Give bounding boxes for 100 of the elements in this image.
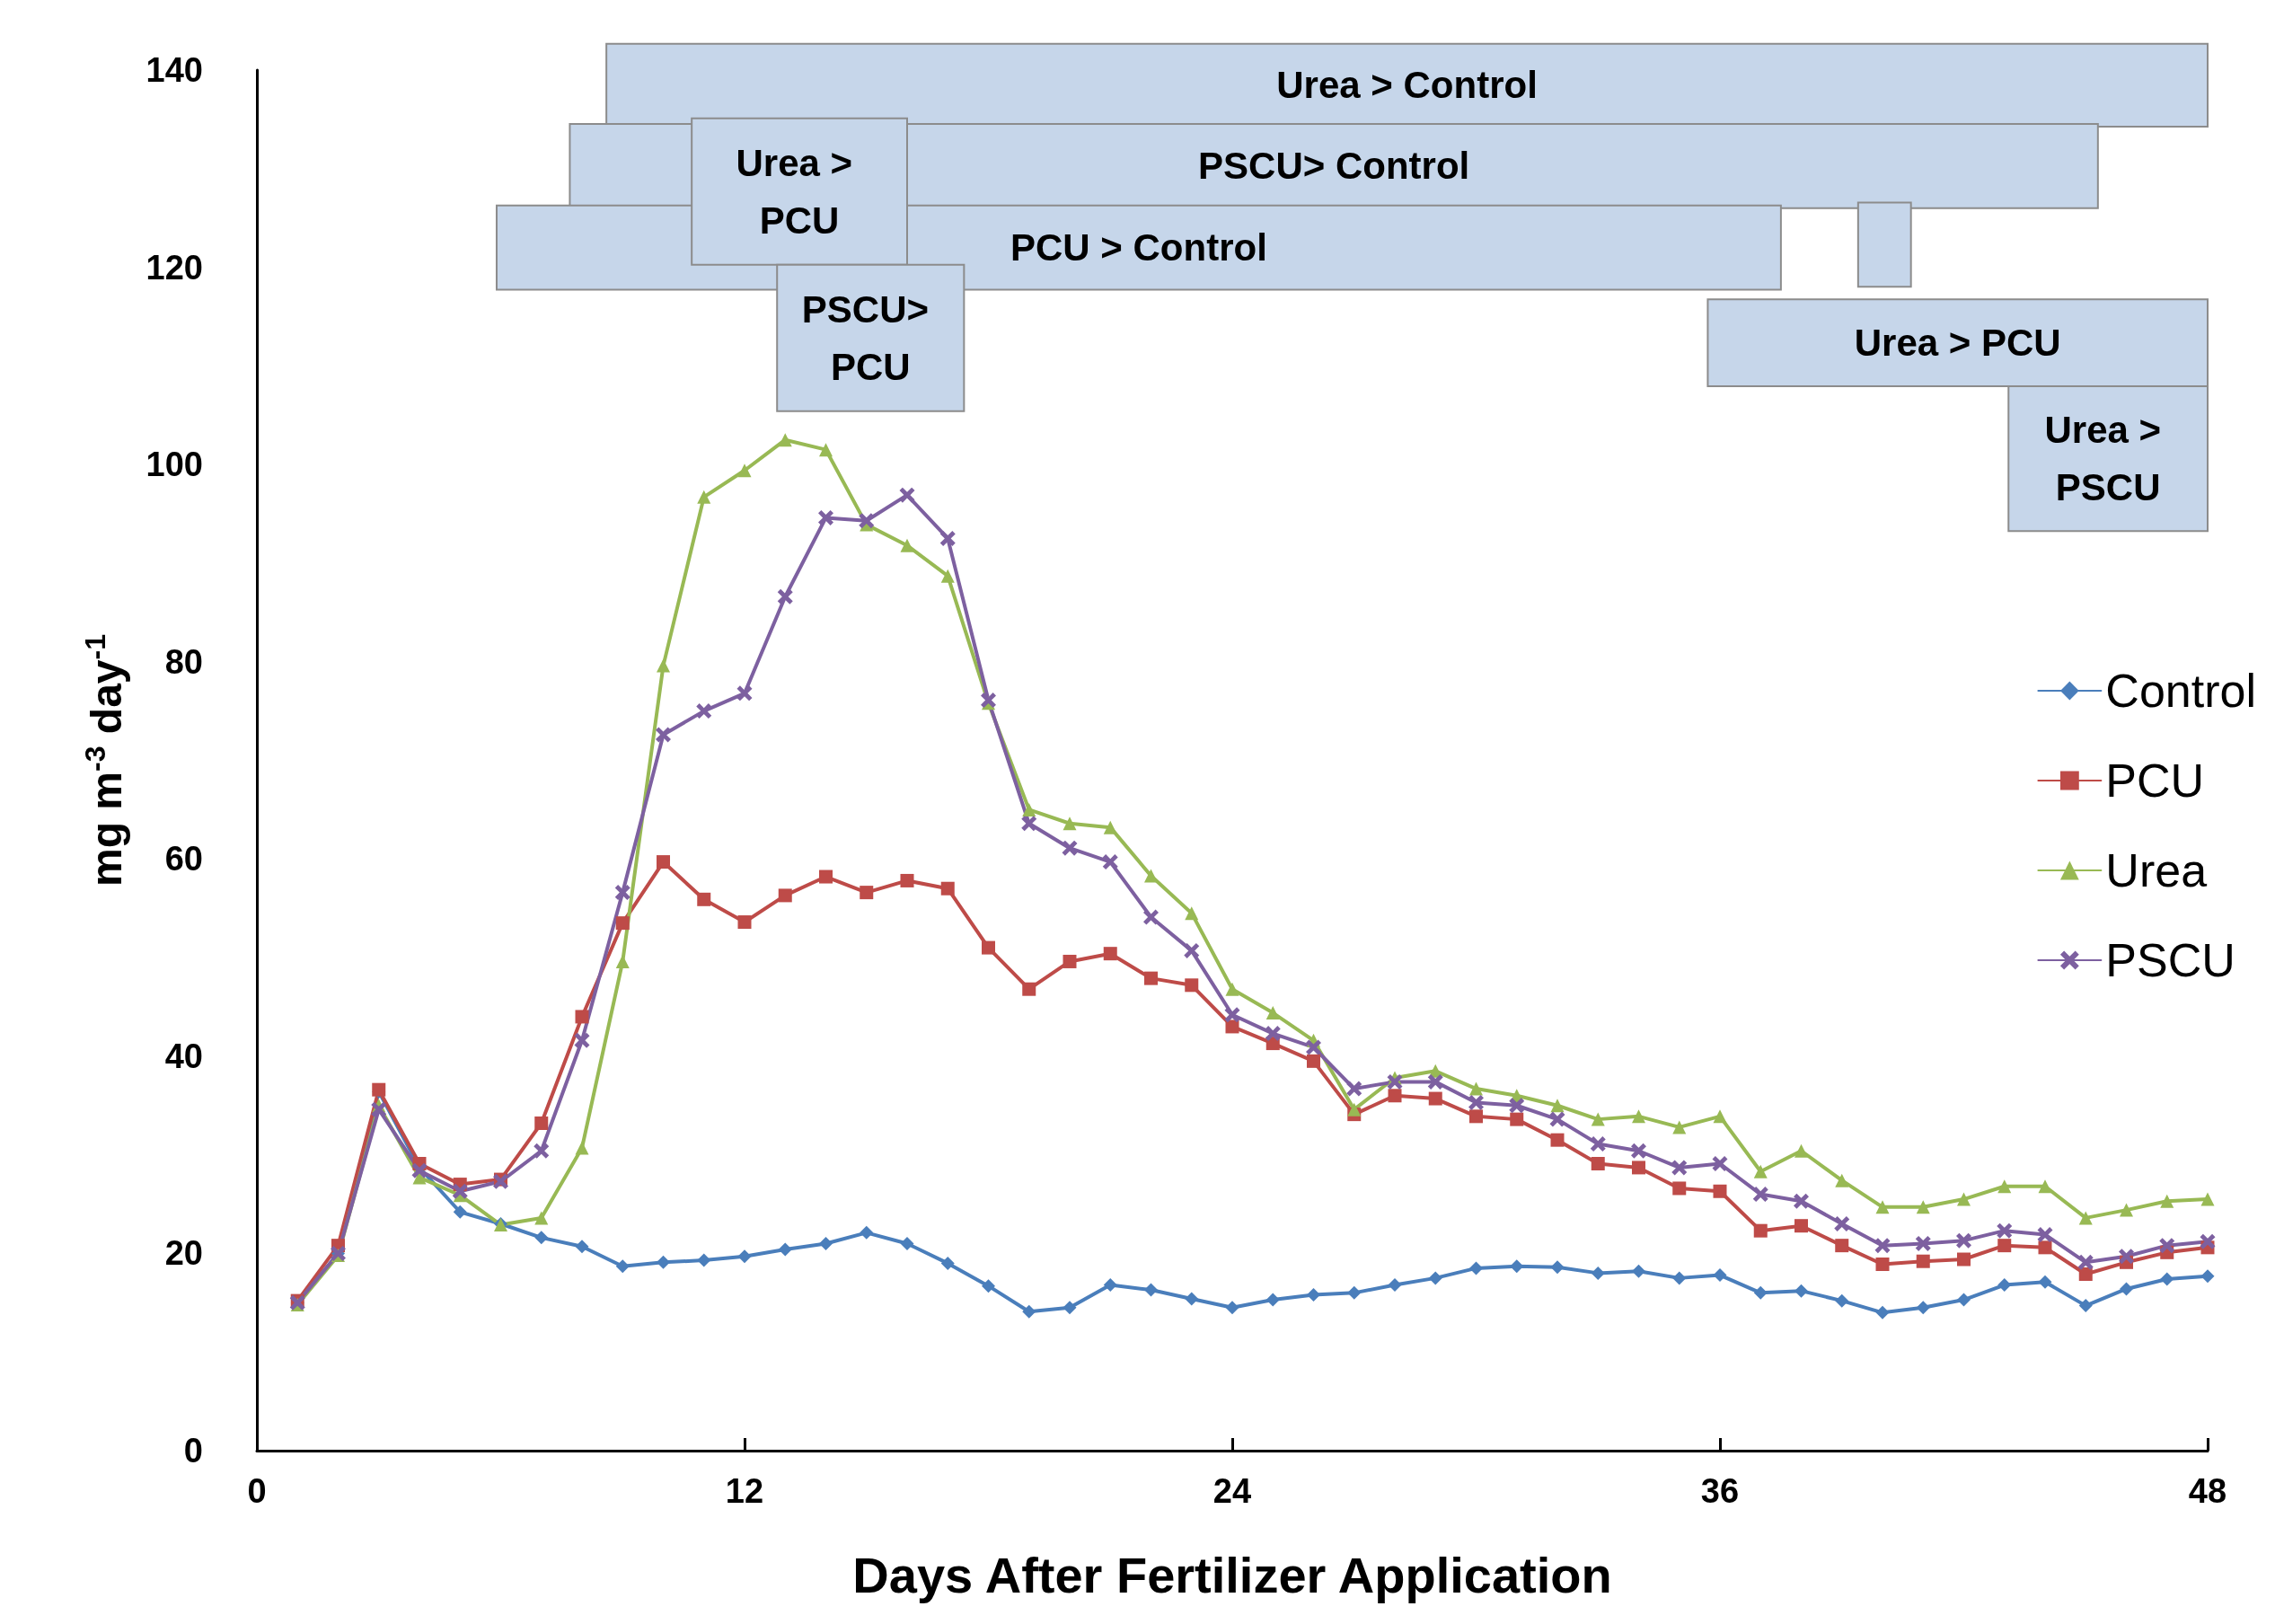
point <box>1550 1099 1565 1113</box>
band-label: Urea > Control <box>1276 64 1538 107</box>
point <box>2037 1227 2053 1243</box>
x-axis-title: Days After Fertilizer Application <box>852 1546 1612 1603</box>
point <box>2160 1272 2174 1286</box>
point <box>1185 1292 1199 1306</box>
y-tick-label: 20 <box>164 1234 203 1273</box>
point <box>1590 1136 1606 1152</box>
point <box>1509 1098 1525 1114</box>
point <box>1712 1156 1728 1172</box>
point <box>1632 1109 1645 1124</box>
point <box>1875 1258 1890 1272</box>
point <box>859 513 875 529</box>
point <box>1997 1278 2012 1293</box>
point <box>1347 1285 1362 1300</box>
point <box>940 1256 955 1270</box>
band-label: Urea > PCU <box>736 141 863 242</box>
point <box>615 1259 630 1274</box>
point <box>1631 1143 1646 1159</box>
x-tick-label: 48 <box>2188 1472 2227 1510</box>
point <box>2078 1299 2093 1313</box>
point <box>778 1242 792 1257</box>
y-tick-label: 120 <box>145 248 203 287</box>
point <box>411 1162 428 1178</box>
point <box>1957 1192 1971 1206</box>
point <box>1224 1007 1240 1023</box>
point <box>1956 1232 1971 1249</box>
point <box>1632 1264 1645 1278</box>
point <box>1307 1288 1320 1302</box>
point <box>575 1010 589 1024</box>
y-axis-title: mg m-3 day-1 <box>79 634 130 887</box>
point <box>2119 1249 2134 1265</box>
point <box>1713 1109 1727 1124</box>
x-tick-label: 36 <box>1700 1472 1740 1510</box>
point <box>1306 1039 1321 1055</box>
point <box>1916 1301 1930 1315</box>
point <box>697 490 711 504</box>
point <box>1022 982 1036 996</box>
point <box>1428 1271 1442 1285</box>
point <box>1387 1073 1403 1090</box>
point <box>614 885 630 901</box>
point <box>1591 1112 1605 1126</box>
point <box>657 855 670 869</box>
point <box>656 727 671 743</box>
point <box>1632 1161 1645 1175</box>
point <box>1184 942 1200 958</box>
point <box>981 693 996 709</box>
point <box>737 915 752 930</box>
point <box>2038 1275 2052 1289</box>
y-tick-label: 60 <box>164 840 203 878</box>
point <box>452 1183 468 1199</box>
point <box>1510 1259 1524 1274</box>
point <box>1794 1143 1808 1158</box>
point <box>778 888 792 903</box>
point <box>1997 1222 2013 1239</box>
point <box>2038 1240 2052 1255</box>
point <box>1103 947 1117 961</box>
point <box>534 1231 549 1245</box>
point <box>1916 1254 1930 1268</box>
point <box>696 703 712 719</box>
point <box>1591 1157 1605 1171</box>
point <box>1549 1111 1565 1127</box>
point <box>1672 1120 1687 1134</box>
point <box>1875 1305 1890 1320</box>
legend-label: Control <box>2105 665 2257 717</box>
point <box>1022 802 1036 816</box>
point <box>1062 840 1078 856</box>
point <box>1671 1160 1688 1176</box>
y-tick-label: 0 <box>183 1432 203 1470</box>
legend-label: PSCU <box>2105 934 2235 986</box>
point <box>1875 1200 1890 1214</box>
point <box>1794 1193 1809 1209</box>
point <box>1713 1184 1727 1198</box>
point <box>1550 1260 1565 1275</box>
point <box>1144 971 1158 985</box>
point <box>940 881 955 896</box>
point <box>982 940 995 955</box>
point <box>1835 1173 1849 1187</box>
point <box>534 1211 549 1225</box>
point <box>2200 1233 2216 1249</box>
point <box>1916 1200 1930 1214</box>
point <box>737 1249 752 1264</box>
point <box>1063 1301 1077 1315</box>
point <box>1997 1239 2012 1253</box>
point <box>1672 1181 1687 1196</box>
point <box>1997 1179 2012 1194</box>
x-tick-label: 12 <box>725 1472 764 1510</box>
point <box>1510 1112 1524 1126</box>
point <box>2038 1179 2052 1194</box>
point <box>2200 1269 2215 1284</box>
y-tick-label: 140 <box>145 51 203 89</box>
point <box>982 1279 995 1293</box>
point <box>1388 1089 1402 1103</box>
point <box>1144 1283 1158 1297</box>
point <box>574 1032 590 1048</box>
point <box>697 892 711 906</box>
point <box>1957 1293 1971 1307</box>
point <box>1021 816 1037 832</box>
point <box>1794 1219 1808 1233</box>
point <box>1063 816 1077 831</box>
